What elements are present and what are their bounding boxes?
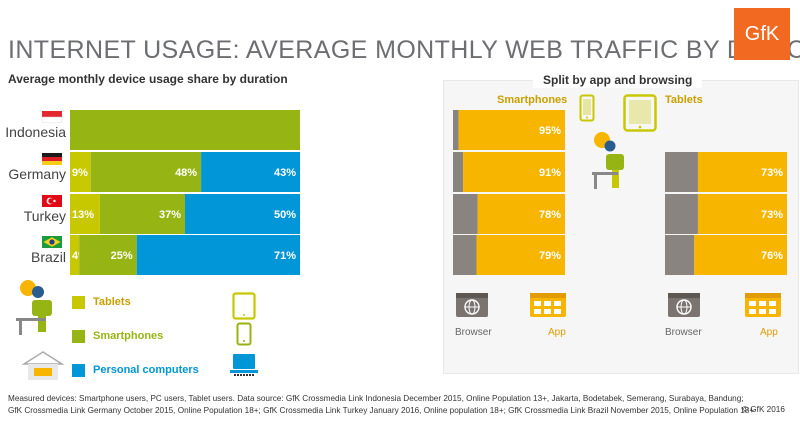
split-bar-smartphones-brazil-browser — [453, 235, 477, 275]
split-label-smartphones-brazil: 79% — [539, 250, 561, 262]
split-bar-tablets-germany-app — [697, 152, 787, 192]
legend-label-pcs: Personal computers — [93, 364, 199, 376]
bar-indonesia-smartphones — [70, 110, 300, 150]
flag-turkey-icon — [42, 195, 62, 207]
gfk-logo: GfK — [734, 8, 790, 60]
footnote: Measured devices: Smartphone users, PC u… — [8, 393, 800, 417]
smartphone-legend-icon — [236, 322, 252, 346]
copyright: © GfK 2016 — [742, 405, 785, 414]
app-label-smartphones: App — [548, 327, 566, 338]
bar-brazil-smartphones — [79, 235, 137, 275]
data-label-turkey-tablets: 13% — [72, 209, 94, 221]
browser-globe-icon — [456, 293, 488, 317]
data-label-germany-personal-computers: 43% — [274, 167, 296, 179]
browser-label-smartphones: Browser — [455, 327, 492, 338]
split-bar-smartphones-turkey-app — [477, 194, 565, 234]
split-bar-tablets-turkey-browser — [665, 194, 698, 234]
person-sitting-icon — [592, 132, 624, 189]
split-bar-smartphones-brazil-app — [476, 235, 565, 275]
split-label-smartphones-germany: 91% — [539, 167, 561, 179]
flag-brazil-icon — [42, 236, 62, 248]
left-chart-subtitle: Average monthly device usage share by du… — [8, 72, 288, 86]
data-label-turkey-personal-computers: 50% — [274, 209, 296, 221]
tablet-icon — [623, 94, 657, 132]
legend-swatch-smartphones — [72, 330, 85, 343]
legend-label-smartphones: Smartphones — [93, 330, 164, 342]
laptop-icon — [230, 354, 258, 376]
bar-germany-tablets — [70, 152, 91, 192]
legend-label-tablets: Tablets — [93, 296, 131, 308]
logo-text: GfK — [744, 22, 780, 45]
smartphone-icon — [579, 94, 595, 122]
app-grid-icon — [530, 293, 566, 317]
split-label-tablets-brazil: 76% — [761, 250, 783, 262]
split-bar-tablets-turkey-app — [697, 194, 787, 234]
split-bar-smartphones-indonesia-app — [458, 110, 565, 150]
data-label-germany-smartphones: 48% — [175, 167, 197, 179]
bar-brazil-tablets — [70, 235, 80, 275]
bar-turkey-smartphones — [99, 194, 185, 234]
page-title: INTERNET USAGE: AVERAGE MONTHLY WEB TRAF… — [8, 36, 800, 64]
split-label-smartphones-indonesia: 95% — [539, 125, 561, 137]
legend-swatch-tablets — [72, 296, 85, 309]
split-label-tablets-germany: 73% — [761, 167, 783, 179]
bar-germany-smartphones — [90, 152, 202, 192]
split-label-smartphones-turkey: 78% — [539, 209, 561, 221]
bar-germany-personal-computers — [201, 152, 300, 192]
browser-globe-icon — [668, 293, 700, 317]
app-grid-icon — [745, 293, 781, 317]
footnote-line-1: Measured devices: Smartphone users, PC u… — [8, 394, 744, 403]
smartphones-panel-label: Smartphones — [497, 94, 568, 106]
flag-germany-icon — [42, 153, 62, 165]
split-bar-smartphones-germany-browser — [453, 152, 464, 192]
tablets-panel-label: Tablets — [665, 94, 703, 106]
data-label-turkey-smartphones: 37% — [159, 209, 181, 221]
split-label-tablets-turkey: 73% — [761, 209, 783, 221]
split-bar-tablets-brazil-browser — [665, 235, 695, 275]
tablet-legend-icon — [232, 292, 256, 320]
data-label-germany-tablets: 9% — [72, 167, 88, 179]
flag-indonesia-icon — [42, 111, 62, 123]
country-label-germany: Germany — [8, 166, 66, 182]
footnote-line-2: GfK Crossmedia Link Germany October 2015… — [8, 406, 755, 415]
app-label-tablets: App — [760, 327, 778, 338]
data-label-brazil-smartphones: 25% — [111, 250, 133, 262]
legend-swatch-pcs — [72, 364, 85, 377]
split-bar-tablets-brazil-app — [694, 235, 787, 275]
split-bar-smartphones-indonesia-browser — [453, 110, 459, 150]
person-with-tablet-icon — [16, 280, 52, 335]
split-panel-title: Split by app and browsing — [533, 72, 703, 88]
browser-label-tablets: Browser — [665, 327, 702, 338]
split-bar-smartphones-turkey-browser — [453, 194, 478, 234]
country-label-indonesia: Indonesia — [5, 124, 66, 140]
bar-turkey-tablets — [70, 194, 100, 234]
split-bar-smartphones-germany-app — [463, 152, 565, 192]
country-label-brazil: Brazil — [30, 249, 66, 265]
data-label-brazil-personal-computers: 71% — [274, 250, 296, 262]
bar-turkey-personal-computers — [185, 194, 300, 234]
person-on-sofa-icon — [21, 351, 65, 380]
bar-brazil-personal-computers — [136, 235, 300, 275]
split-bar-tablets-germany-browser — [665, 152, 698, 192]
country-label-turkey: Turkey — [23, 208, 66, 224]
